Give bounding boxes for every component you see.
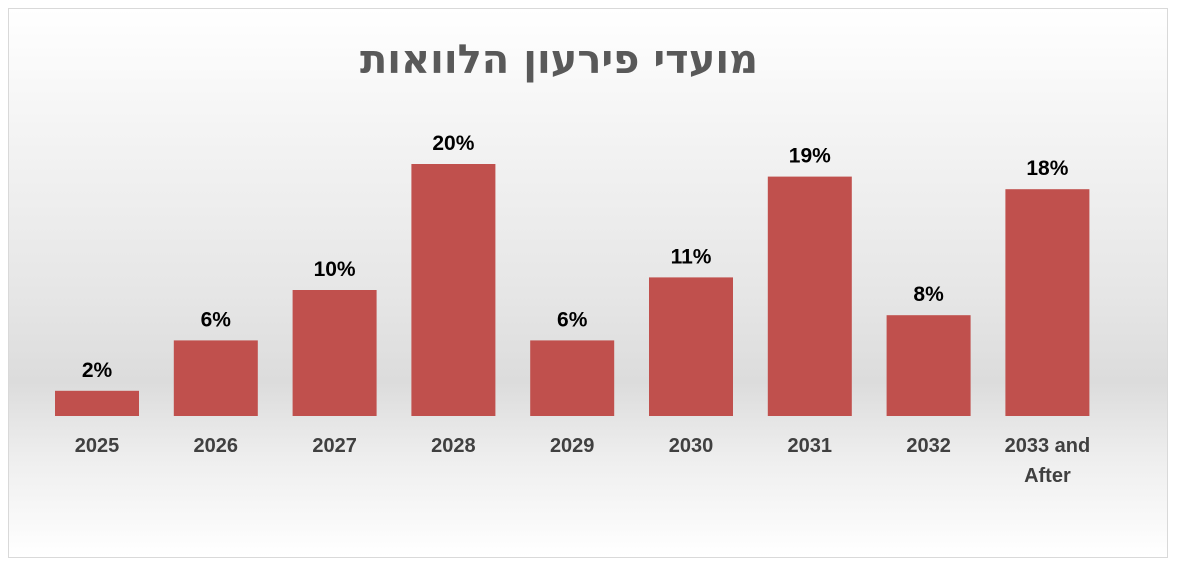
- x-tick-label: 2026: [194, 435, 239, 457]
- data-label: 10%: [314, 258, 356, 281]
- x-tick-label: 2028: [431, 435, 476, 457]
- data-label: 6%: [201, 308, 232, 331]
- bar-2029: [530, 340, 615, 416]
- x-tick-label: 2025: [75, 435, 120, 457]
- bar-2026: [173, 340, 258, 416]
- chart-frame: מועדי פירעון הלוואות 2% 2025 6% 2026 10% 2027…: [8, 8, 1168, 558]
- data-label: 11%: [671, 245, 712, 268]
- bar-2028: [411, 164, 496, 416]
- data-label: 2%: [82, 359, 113, 382]
- data-label: 18%: [1026, 157, 1068, 180]
- x-tick-label: 2030: [669, 435, 714, 457]
- data-label: 19%: [789, 145, 831, 168]
- x-tick-label: 2029: [550, 435, 595, 457]
- x-tick-label: 2031: [788, 435, 833, 457]
- data-label: 8%: [913, 283, 944, 306]
- data-label: 6%: [557, 308, 588, 331]
- chart-title: מועדי פירעון הלוואות: [359, 37, 759, 83]
- bar-chart: 2% 2025 6% 2026 10% 2027 20% 2028 6% 2029 11% 2030 1…: [55, 132, 1091, 487]
- bar-2027: [292, 290, 377, 416]
- data-label: 20%: [432, 132, 474, 155]
- bar-2030: [649, 277, 733, 416]
- bar-2033-and-after: [1005, 189, 1090, 416]
- bar-2025: [55, 390, 139, 416]
- bar-2031: [767, 176, 852, 416]
- bar-2032: [886, 315, 971, 416]
- x-tick-label: 2033 and After: [1005, 435, 1091, 487]
- x-tick-label: 2027: [312, 435, 357, 457]
- x-tick-label: 2032: [906, 435, 951, 457]
